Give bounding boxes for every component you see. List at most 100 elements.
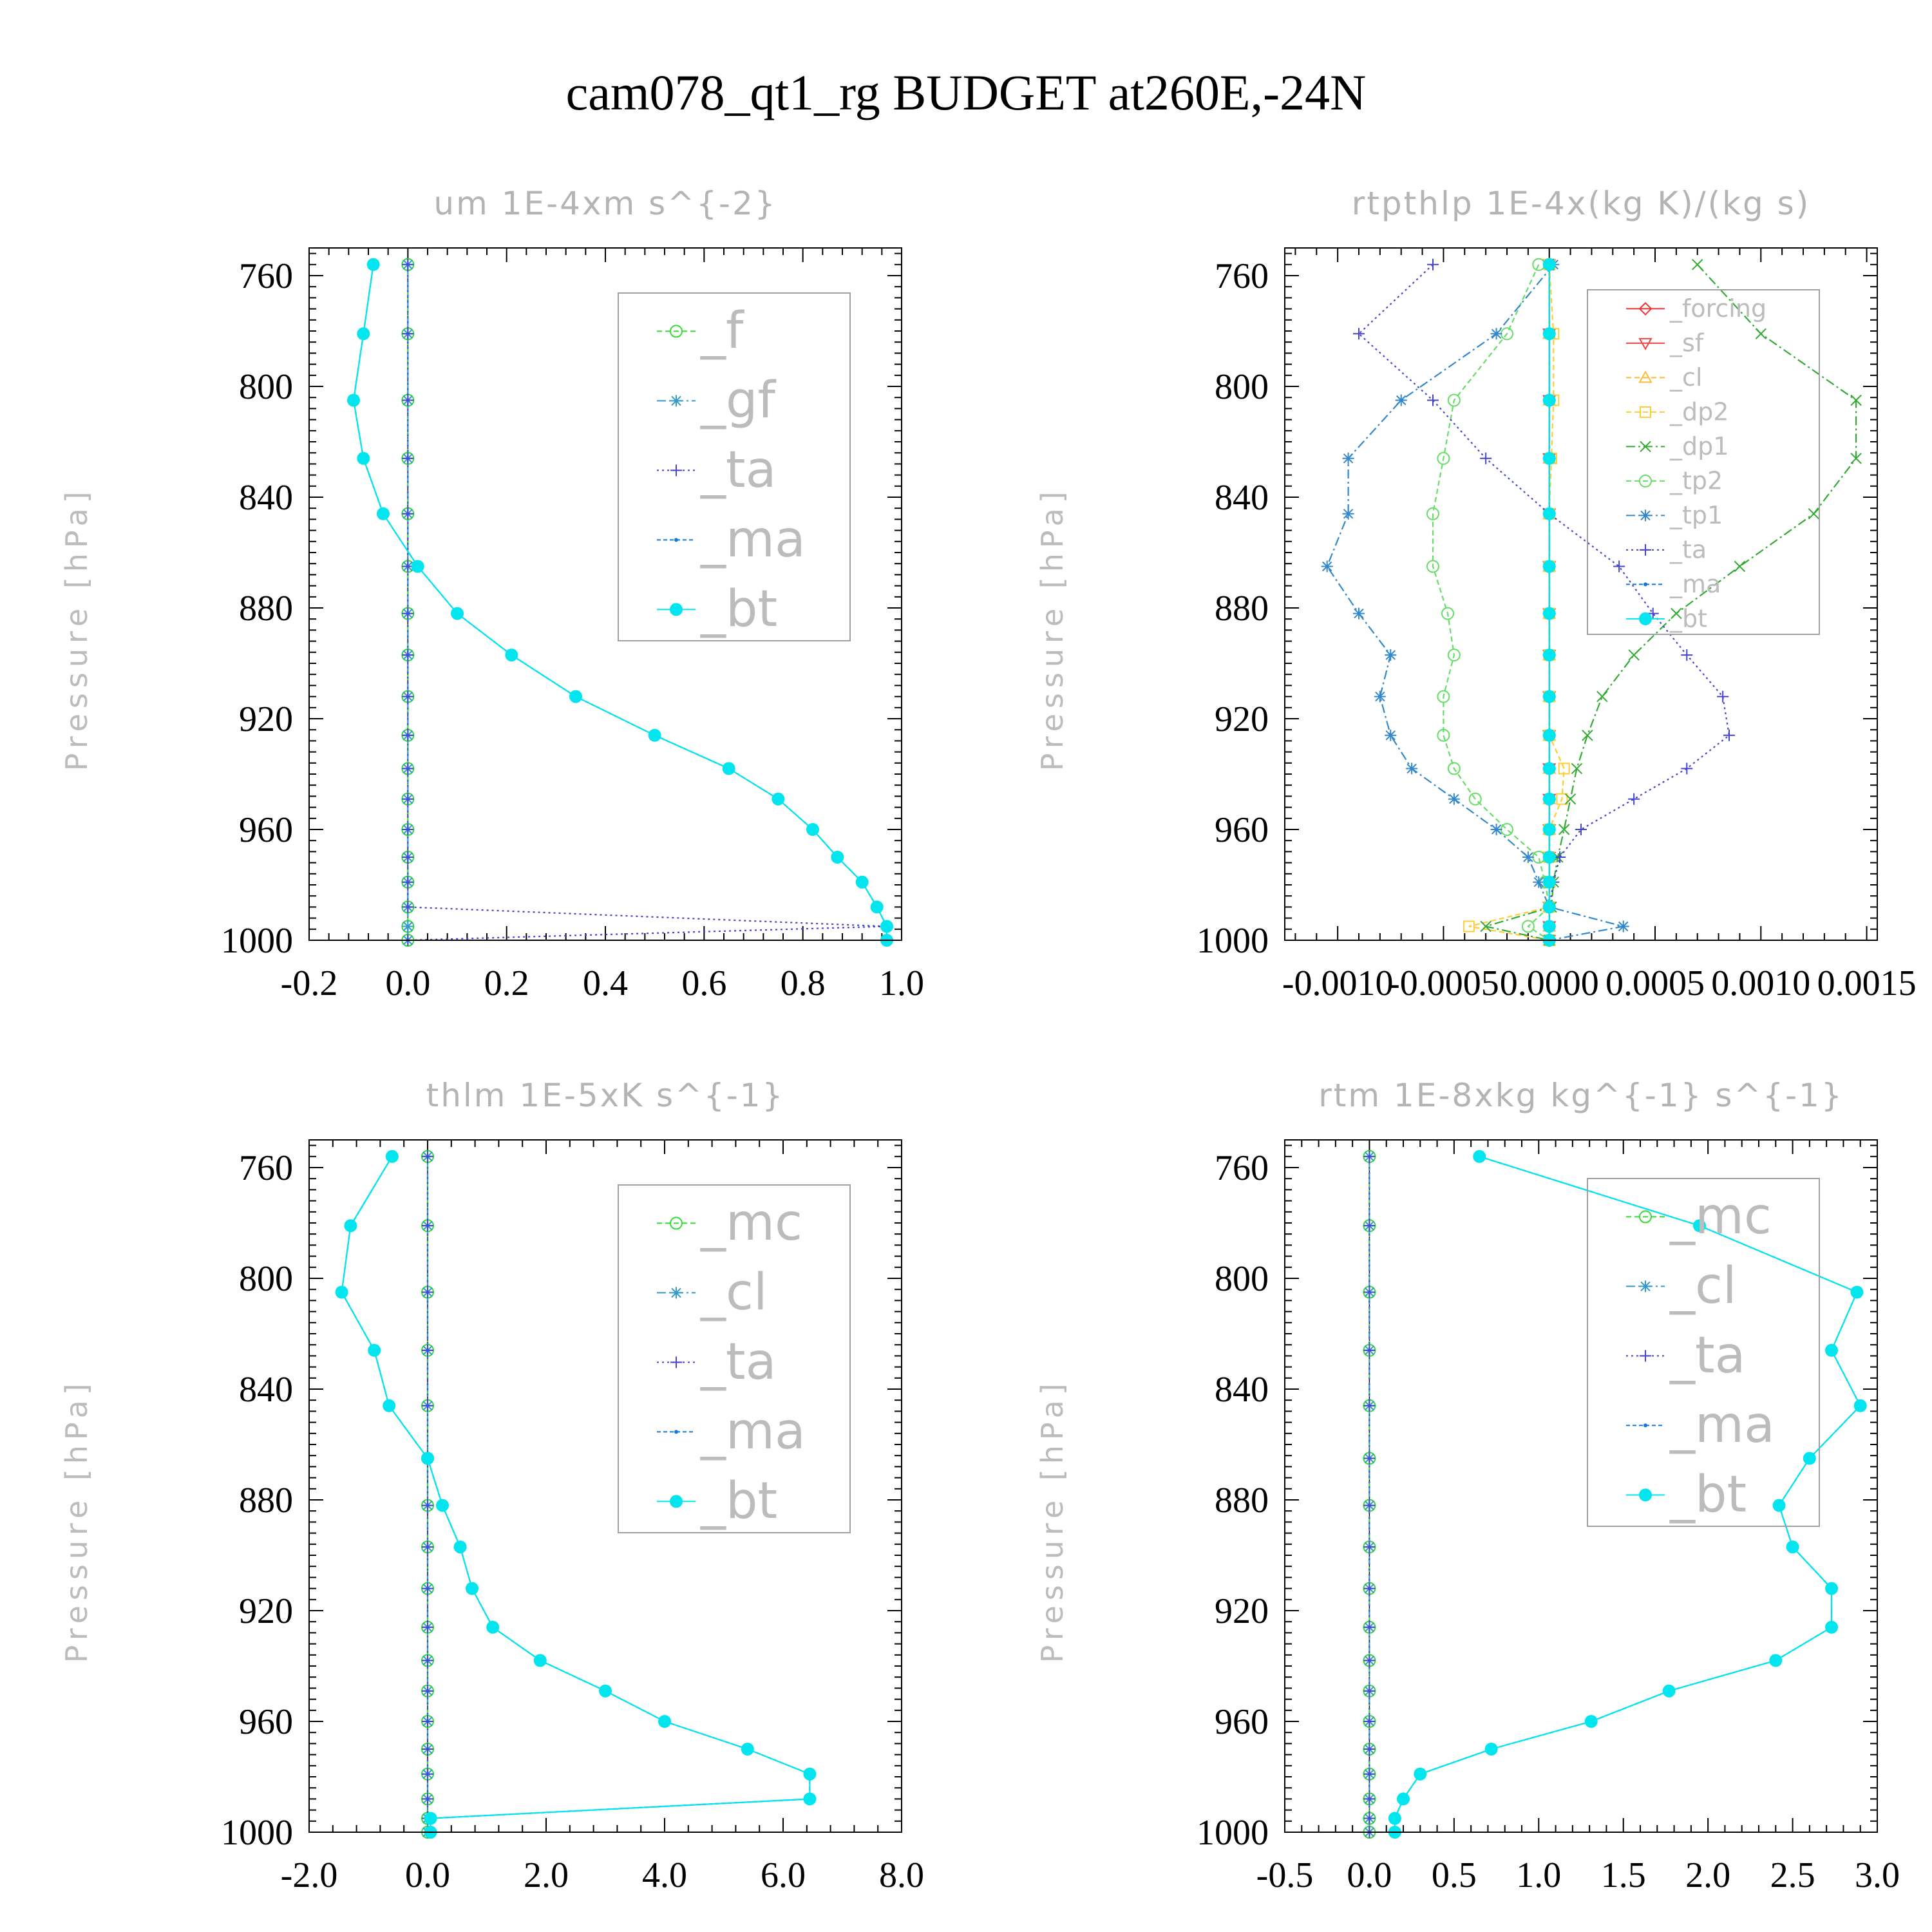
x-tick-label: 0.6 [681, 963, 726, 1003]
legend-marker [1640, 406, 1651, 418]
legend-label: _ma [700, 511, 806, 569]
series-point [402, 690, 414, 703]
legend-marker [1638, 337, 1653, 350]
y-tick-label: 800 [1215, 367, 1269, 407]
panel-4: rtm 1E-8xkg kg^{-1} s^{-1} Pressure [hPa]… [1035, 1077, 1900, 1895]
series-point [1542, 393, 1556, 407]
series-point [402, 762, 414, 775]
series-point [402, 394, 414, 406]
legend-box [618, 1184, 851, 1533]
legend-marker [670, 325, 683, 338]
series-point [1363, 1499, 1376, 1511]
series-point [1363, 1541, 1376, 1553]
series-point [1521, 920, 1535, 933]
plot-frame [308, 247, 902, 941]
series-point [344, 1219, 357, 1233]
series-point [533, 1654, 547, 1667]
series-point [1448, 793, 1460, 805]
panel-title: rtm 1E-8xkg kg^{-1} s^{-1} [1318, 1077, 1844, 1114]
series-point [1542, 851, 1556, 864]
series-point [421, 1452, 434, 1465]
x-tick-label: 0.4 [583, 963, 628, 1003]
series-point [741, 1743, 754, 1756]
legend-label: _dp2 [1669, 397, 1728, 426]
legend-box [1587, 289, 1820, 635]
y-axis-label: Pressure [hPa] [1035, 1378, 1070, 1663]
series-point [1397, 1792, 1410, 1806]
series-point [1542, 823, 1556, 836]
series-point [803, 1792, 817, 1806]
legend-label: _mc [1669, 1188, 1772, 1245]
series-point [1734, 560, 1746, 573]
series-point [1385, 729, 1397, 741]
series-point [402, 507, 414, 520]
y-tick-label: 960 [239, 1702, 293, 1742]
series-point [1542, 649, 1556, 662]
series-point [402, 729, 414, 741]
series-point [466, 1582, 478, 1595]
x-tick-label: 2.5 [1770, 1855, 1815, 1895]
series-point [803, 1767, 817, 1781]
y-tick-label: 840 [239, 478, 293, 518]
series-point [1480, 920, 1492, 933]
series-point [1542, 258, 1556, 271]
series-point [1786, 1540, 1799, 1554]
series-point [402, 649, 414, 661]
x-tick-label: 0.5 [1432, 1855, 1477, 1895]
legend-marker [1640, 440, 1651, 453]
series-point [453, 1540, 467, 1554]
series-point [1542, 560, 1556, 573]
series-point [402, 328, 414, 340]
series-point [1542, 900, 1556, 914]
legend-label: _cl [1669, 363, 1702, 392]
y-tick-label: 960 [239, 810, 293, 850]
legend-label: _f [700, 302, 744, 360]
series-line [1326, 264, 1624, 942]
series-point [1363, 1743, 1376, 1755]
series-point [422, 1716, 433, 1727]
legend-marker [1638, 302, 1653, 316]
tick-marks [308, 248, 902, 941]
series-point [1447, 762, 1461, 775]
series-point [806, 823, 819, 836]
x-tick-label: 0.0000 [1500, 963, 1599, 1003]
series-point [1363, 1399, 1376, 1412]
panel-title: rtpthlp 1E-4x(kg K)/(kg s) [1352, 185, 1810, 222]
x-tick-label: -0.2 [281, 963, 338, 1003]
series-point [1671, 607, 1682, 620]
series-point [377, 507, 390, 520]
series-point [402, 824, 414, 835]
y-tick-label: 1000 [1197, 921, 1269, 961]
x-tick-label: -0.0005 [1388, 963, 1499, 1003]
legend-label: _bt [700, 1472, 777, 1530]
series-point [1426, 507, 1439, 520]
legend-label: _ma [1669, 570, 1721, 598]
legend-label: _bt [700, 580, 777, 638]
series-point [1374, 690, 1386, 703]
series-point [424, 1812, 437, 1825]
series-point [422, 1344, 433, 1356]
series-point [1542, 728, 1556, 742]
x-tick-label: 8.0 [879, 1855, 924, 1895]
y-tick-label: 880 [239, 589, 293, 629]
series-point [1850, 394, 1862, 406]
panel-3: thlm 1E-5xK s^{-1} Pressure [hPa] 760 800 84… [59, 1077, 924, 1895]
series-point [1542, 762, 1556, 775]
y-tick-label: 1000 [221, 1813, 293, 1853]
series-point [422, 1743, 433, 1755]
series-point [1426, 560, 1439, 573]
series-point [1463, 920, 1475, 933]
legend: _mc _cl _ta _ma _bt [618, 1184, 851, 1533]
y-tick-label: 760 [1215, 256, 1269, 296]
series-point [422, 1793, 433, 1805]
series-point [1582, 730, 1593, 741]
series-point [1353, 328, 1365, 340]
series-point [402, 851, 414, 863]
series-point [1556, 793, 1568, 805]
series-point [1850, 453, 1862, 464]
series-line [1485, 264, 1857, 942]
legend-marker [1643, 1423, 1647, 1428]
series-point [569, 690, 582, 703]
x-tick-label: 0.0 [1347, 1855, 1392, 1895]
